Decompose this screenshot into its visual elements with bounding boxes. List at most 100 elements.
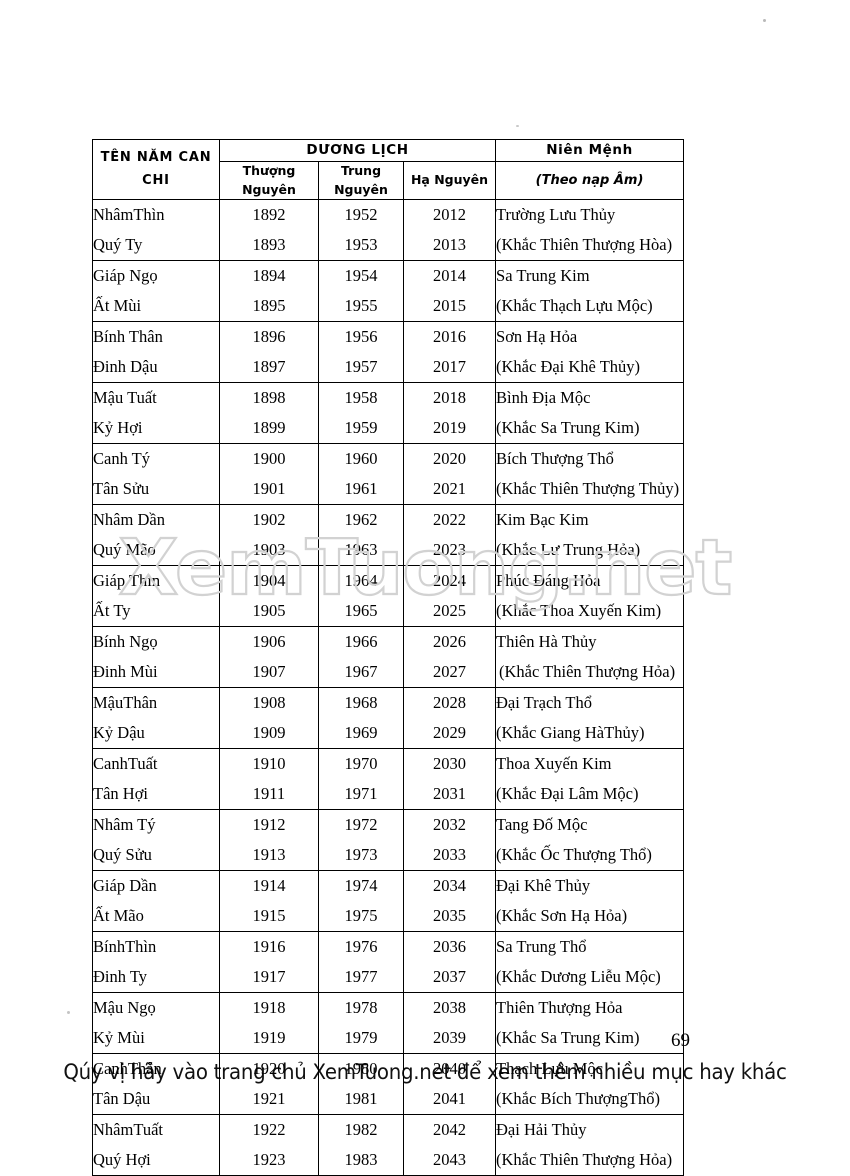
cell-year-name: MậuThân Kỷ Dậu	[92, 687, 220, 750]
cell-nien-menh-line: Tang Đố Mộc	[496, 815, 588, 835]
cell-year-name-line: CanhThân	[93, 1059, 162, 1079]
cell-trung-nguyen: 1974 1975	[318, 870, 404, 933]
table-row: BínhThìn Đinh Ty 1916 1917 1976 1977 2036 2037 S…	[92, 931, 685, 994]
cell-thuong-nguyen: 1920 1921	[219, 1053, 319, 1116]
cell-nien-menh-line: (Khắc Thiên Thượng Hòa)	[496, 235, 673, 255]
cell-year-name-line: Quý Hợi	[93, 1150, 151, 1170]
cell-nien-menh-line: Đại Hải Thủy	[496, 1120, 587, 1140]
table-header: TÊN NĂM CAN CHI DƯƠNG LỊCH Niên Mệnh Thư…	[92, 138, 685, 201]
cell-nien-menh-line: (Khắc Sa Trung Kim)	[496, 1028, 640, 1048]
cell-ha-nguyen: 2026 2027	[402, 626, 497, 689]
cell-ha-nguyen: 2018 2019	[402, 382, 497, 445]
cell-thuong-nguyen-line: 1911	[252, 784, 286, 804]
cell-year-name-line: Giáp Ngọ	[93, 266, 158, 286]
cell-ha-nguyen-line: 2012	[433, 205, 466, 225]
cell-nien-menh-line: Phúc Đáng Hỏa	[496, 571, 601, 591]
cell-trung-nguyen-line: 1969	[344, 723, 378, 743]
cell-nien-menh-line: (Khắc Thoa Xuyến Kim)	[496, 601, 662, 621]
cell-nien-menh-line: Kim Bạc Kim	[496, 510, 589, 530]
cell-thuong-nguyen-line: 1923	[252, 1150, 286, 1170]
scan-speck-icon	[763, 19, 766, 22]
cell-trung-nguyen-line: 1973	[344, 845, 378, 865]
cell-trung-nguyen-line: 1963	[344, 540, 378, 560]
cell-nien-menh-line: Bích Thượng Thổ	[496, 449, 614, 469]
cell-year-name-line: Kỷ Dậu	[93, 723, 145, 743]
cell-ha-nguyen-line: 2042	[433, 1120, 466, 1140]
cell-thuong-nguyen-line: 1905	[252, 601, 286, 621]
cell-ha-nguyen-line: 2018	[433, 388, 466, 408]
cell-nien-menh-line: Sa Trung Thổ	[496, 937, 587, 957]
cell-trung-nguyen: 1958 1959	[318, 382, 404, 445]
cell-ha-nguyen: 2040 2041	[402, 1053, 497, 1116]
table-row: Canh Tý Tân Sửu 1900 1901 1960 1961 2020 2021 Bí…	[92, 443, 685, 506]
cell-year-name-line: Quý Ty	[93, 235, 143, 255]
cell-year-name-line: Canh Tý	[93, 449, 150, 469]
cell-nien-menh: Kim Bạc Kim (Khắc Lư Trung Hỏa)	[495, 504, 685, 567]
cell-thuong-nguyen-line: 1906	[252, 632, 286, 652]
cell-year-name-line: BínhThìn	[93, 937, 157, 957]
table-row: Mậu Tuất Kỷ Hợi 1898 1899 1958 1959 2018 2019 Bì…	[92, 382, 685, 445]
cell-year-name-line: Quý Mão	[93, 540, 156, 560]
cell-thuong-nguyen-line: 1917	[252, 967, 286, 987]
cell-nien-menh-line: (Khắc Thạch Lựu Mộc)	[496, 296, 653, 316]
cell-thuong-nguyen-line: 1900	[252, 449, 286, 469]
cell-trung-nguyen-line: 1983	[344, 1150, 378, 1170]
cell-year-name: Giáp Ngọ Ất Mùi	[92, 260, 220, 323]
cell-year-name: Bính Ngọ Đinh Mùi	[92, 626, 220, 689]
cell-thuong-nguyen-line: 1914	[252, 876, 286, 896]
cell-ha-nguyen-line: 2040	[433, 1059, 466, 1079]
cell-thuong-nguyen-line: 1921	[252, 1089, 286, 1109]
cell-nien-menh-line: Thiên Hà Thủy	[496, 632, 597, 652]
cell-year-name-line: Quý Sửu	[93, 845, 152, 865]
table-row: Giáp Ngọ Ất Mùi 1894 1895 1954 1955 2014 2015 Sa…	[92, 260, 685, 323]
cell-year-name: Canh Tý Tân Sửu	[92, 443, 220, 506]
cell-ha-nguyen-line: 2016	[433, 327, 466, 347]
cell-ha-nguyen: 2042 2043	[402, 1114, 497, 1176]
cell-year-name: Mậu Tuất Kỷ Hợi	[92, 382, 220, 445]
cell-thuong-nguyen: 1906 1907	[219, 626, 319, 689]
cell-trung-nguyen-line: 1955	[344, 296, 378, 316]
cell-thuong-nguyen-line: 1912	[252, 815, 286, 835]
cell-nien-menh-line: Đại Trạch Thổ	[496, 693, 592, 713]
header-row-2: Thượng Nguyên Trung Nguyên Hạ Nguyên (Th…	[93, 160, 685, 201]
cell-nien-menh-line: (Khắc Thiên Thượng Thủy)	[496, 479, 680, 499]
cell-year-name-line: Giáp Thìn	[93, 571, 161, 591]
table-row: Giáp Dần Ất Mão 1914 1915 1974 1975 2034 2035 Đạ…	[92, 870, 685, 933]
header-thuong-nguyen-line2: Nguyên	[242, 181, 296, 197]
cell-ha-nguyen: 2024 2025	[402, 565, 497, 628]
cell-trung-nguyen-line: 1957	[344, 357, 378, 377]
cell-year-name-line: Mậu Tuất	[93, 388, 157, 408]
cell-thuong-nguyen: 1914 1915	[219, 870, 319, 933]
table-row: Bính Ngọ Đinh Mùi 1906 1907 1966 1967 2026 2027…	[92, 626, 685, 689]
cell-year-name: NhâmThìn Quý Ty	[92, 199, 220, 262]
cell-trung-nguyen-line: 1972	[344, 815, 378, 835]
cell-thuong-nguyen: 1918 1919	[219, 992, 319, 1055]
header-trung-nguyen: Trung Nguyên	[318, 160, 404, 201]
cell-year-name: NhâmTuất Quý Hợi	[92, 1114, 220, 1176]
cell-nien-menh-line: (Khắc Sơn Hạ Hỏa)	[496, 906, 628, 926]
table-row: CanhThân Tân Dậu 1920 1921 1980 1981 2040 2041 T…	[92, 1053, 685, 1116]
cell-trung-nguyen-line: 1974	[344, 876, 378, 896]
cell-nien-menh-line: (Khắc Đại Khê Thủy)	[496, 357, 641, 377]
cell-ha-nguyen-line: 2034	[433, 876, 466, 896]
cell-thuong-nguyen-line: 1910	[252, 754, 286, 774]
cell-thuong-nguyen-line: 1907	[252, 662, 286, 682]
cell-ha-nguyen-line: 2013	[433, 235, 466, 255]
table-row: NhâmTuất Quý Hợi 1922 1923 1982 1983 2042 2043 Đ…	[92, 1114, 685, 1176]
cell-year-name-line: Đinh Dậu	[93, 357, 158, 377]
cell-year-name: Bính Thân Đinh Dậu	[92, 321, 220, 384]
cell-year-name-line: Ất Mùi	[93, 296, 142, 316]
cell-thuong-nguyen-line: 1902	[252, 510, 286, 530]
cell-thuong-nguyen-line: 1893	[252, 235, 286, 255]
cell-ha-nguyen-line: 2033	[433, 845, 466, 865]
cell-year-name-line: Giáp Dần	[93, 876, 157, 896]
table-row: Bính Thân Đinh Dậu 1896 1897 1956 1957 2016 201…	[92, 321, 685, 384]
cell-trung-nguyen-line: 1958	[344, 388, 378, 408]
table-row: CanhTuất Tân Hợi 1910 1911 1970 1971 2030 2031 T…	[92, 748, 685, 811]
header-trung-nguyen-line2: Nguyên	[334, 181, 388, 197]
cell-nien-menh-line: Trường Lưu Thủy	[496, 205, 616, 225]
cell-trung-nguyen-line: 1959	[344, 418, 378, 438]
table-row: Nhâm Tý Quý Sửu 1912 1913 1972 1973 2032 2033 Ta…	[92, 809, 685, 872]
cell-nien-menh-line: (Khắc Thiên Thượng Hỏa)	[499, 662, 676, 682]
cell-thuong-nguyen-line: 1901	[252, 479, 286, 499]
